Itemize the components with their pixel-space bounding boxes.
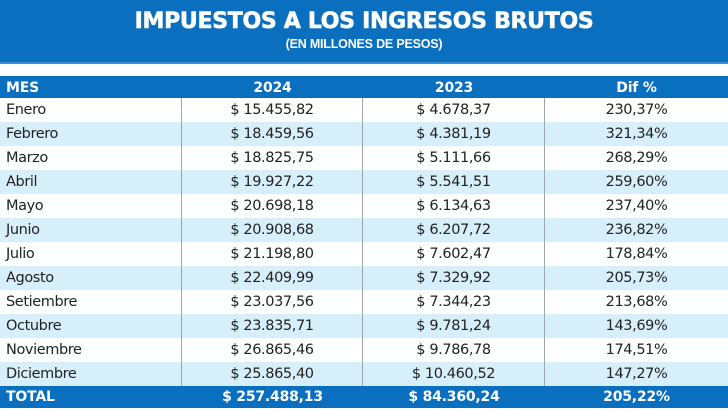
- value-2024-cell: $ 22.409,99: [182, 266, 363, 290]
- dif-percent-cell: 237,40%: [605, 198, 668, 214]
- month-cell: Marzo: [0, 146, 182, 170]
- table-row: Octubre $ 23.835,71 $ 9.781,24 143,69%: [0, 314, 728, 338]
- dif-percent-cell: 259,60%: [605, 174, 668, 190]
- total-label: TOTAL: [6, 389, 55, 405]
- dif-percent-cell: 205,73%: [605, 270, 668, 286]
- dif-percent-cell: 213,68%: [605, 294, 668, 310]
- value-2024-cell: $ 18.459,56: [182, 122, 363, 146]
- dif-percent-cell: 321,34%: [605, 126, 668, 142]
- value-2023-cell: $ 10.460,52: [363, 362, 545, 386]
- month-cell: Noviembre: [0, 338, 182, 362]
- table-row: Diciembre $ 25.865,40 $ 10.460,52 147,27%: [0, 362, 728, 386]
- month-cell: Agosto: [0, 266, 182, 290]
- dif-percent-cell: 268,29%: [605, 150, 668, 166]
- revenue-table: MES 2024 2023 Dif % Enero $ 15.455,82 $ 4.…: [0, 76, 728, 408]
- title-banner: IMPUESTOS A LOS INGRESOS BRUTOS (EN MILL…: [0, 0, 728, 64]
- month-cell: Mayo: [0, 194, 182, 218]
- total-2023: $ 84.360,24: [408, 389, 500, 405]
- value-2024-cell: $ 20.698,18: [182, 194, 363, 218]
- value-2023-cell: $ 5.541,51: [363, 170, 545, 194]
- page-title: IMPUESTOS A LOS INGRESOS BRUTOS: [134, 9, 594, 35]
- month-cell: Diciembre: [0, 362, 182, 386]
- value-2023-cell: $ 9.781,24: [363, 314, 545, 338]
- value-2024-cell: $ 18.825,75: [182, 146, 363, 170]
- table-row: Marzo $ 18.825,75 $ 5.111,66 268,29%: [0, 146, 728, 170]
- dif-percent-cell: 178,84%: [605, 246, 668, 262]
- dif-percent-cell: 143,69%: [605, 318, 668, 334]
- value-2024-cell: $ 23.835,71: [182, 314, 363, 338]
- table-row: Abril $ 19.927,22 $ 5.541,51 259,60%: [0, 170, 728, 194]
- value-2023-cell: $ 7.329,92: [363, 266, 545, 290]
- month-cell: Febrero: [0, 122, 182, 146]
- month-cell: Julio: [0, 242, 182, 266]
- column-header-2024: 2024: [253, 80, 292, 96]
- table-header-row: MES 2024 2023 Dif %: [0, 78, 728, 98]
- dif-percent-cell: 236,82%: [605, 222, 668, 238]
- value-2023-cell: $ 7.344,23: [363, 290, 545, 314]
- page-subtitle: (EN MILLONES DE PESOS): [285, 37, 443, 51]
- value-2023-cell: $ 6.207,72: [363, 218, 545, 242]
- column-header-2023: 2023: [434, 80, 474, 96]
- month-cell: Enero: [0, 98, 182, 122]
- table-row: Junio $ 20.908,68 $ 6.207,72 236,82%: [0, 218, 728, 242]
- table-row: Julio $ 21.198,80 $ 7.602,47 178,84%: [0, 242, 728, 266]
- month-cell: Junio: [0, 218, 182, 242]
- dif-percent-cell: 147,27%: [605, 366, 668, 382]
- value-2024-cell: $ 19.927,22: [182, 170, 363, 194]
- value-2024-cell: $ 23.037,56: [182, 290, 363, 314]
- month-cell: Octubre: [0, 314, 182, 338]
- value-2023-cell: $ 7.602,47: [363, 242, 545, 266]
- value-2023-cell: $ 9.786,78: [363, 338, 545, 362]
- table-row: Mayo $ 20.698,18 $ 6.134,63 237,40%: [0, 194, 728, 218]
- table-row: Agosto $ 22.409,99 $ 7.329,92 205,73%: [0, 266, 728, 290]
- table-row: Febrero $ 18.459,56 $ 4.381,19 321,34%: [0, 122, 728, 146]
- column-header-dif: Dif %: [616, 80, 657, 96]
- value-2023-cell: $ 4.678,37: [363, 98, 545, 122]
- table-body: Enero $ 15.455,82 $ 4.678,37 230,37% Febrero…: [0, 98, 728, 386]
- value-2023-cell: $ 6.134,63: [363, 194, 545, 218]
- table-row: Enero $ 15.455,82 $ 4.678,37 230,37%: [0, 98, 728, 122]
- total-2024: $ 257.488,13: [222, 389, 323, 405]
- value-2024-cell: $ 20.908,68: [182, 218, 363, 242]
- value-2024-cell: $ 26.865,46: [182, 338, 363, 362]
- column-header-mes: MES: [6, 80, 39, 96]
- dif-percent-cell: 230,37%: [605, 102, 668, 118]
- dif-percent-cell: 174,51%: [605, 342, 668, 358]
- total-dif: 205,22%: [603, 389, 670, 405]
- value-2024-cell: $ 15.455,82: [182, 98, 363, 122]
- table-total-row: TOTAL $ 257.488,13 $ 84.360,24 205,22%: [0, 386, 728, 408]
- value-2023-cell: $ 4.381,19: [363, 122, 545, 146]
- table-row: Noviembre $ 26.865,46 $ 9.786,78 174,51%: [0, 338, 728, 362]
- value-2024-cell: $ 25.865,40: [182, 362, 363, 386]
- value-2024-cell: $ 21.198,80: [182, 242, 363, 266]
- value-2023-cell: $ 5.111,66: [363, 146, 545, 170]
- month-cell: Setiembre: [0, 290, 182, 314]
- month-cell: Abril: [0, 170, 182, 194]
- table-row: Setiembre $ 23.037,56 $ 7.344,23 213,68%: [0, 290, 728, 314]
